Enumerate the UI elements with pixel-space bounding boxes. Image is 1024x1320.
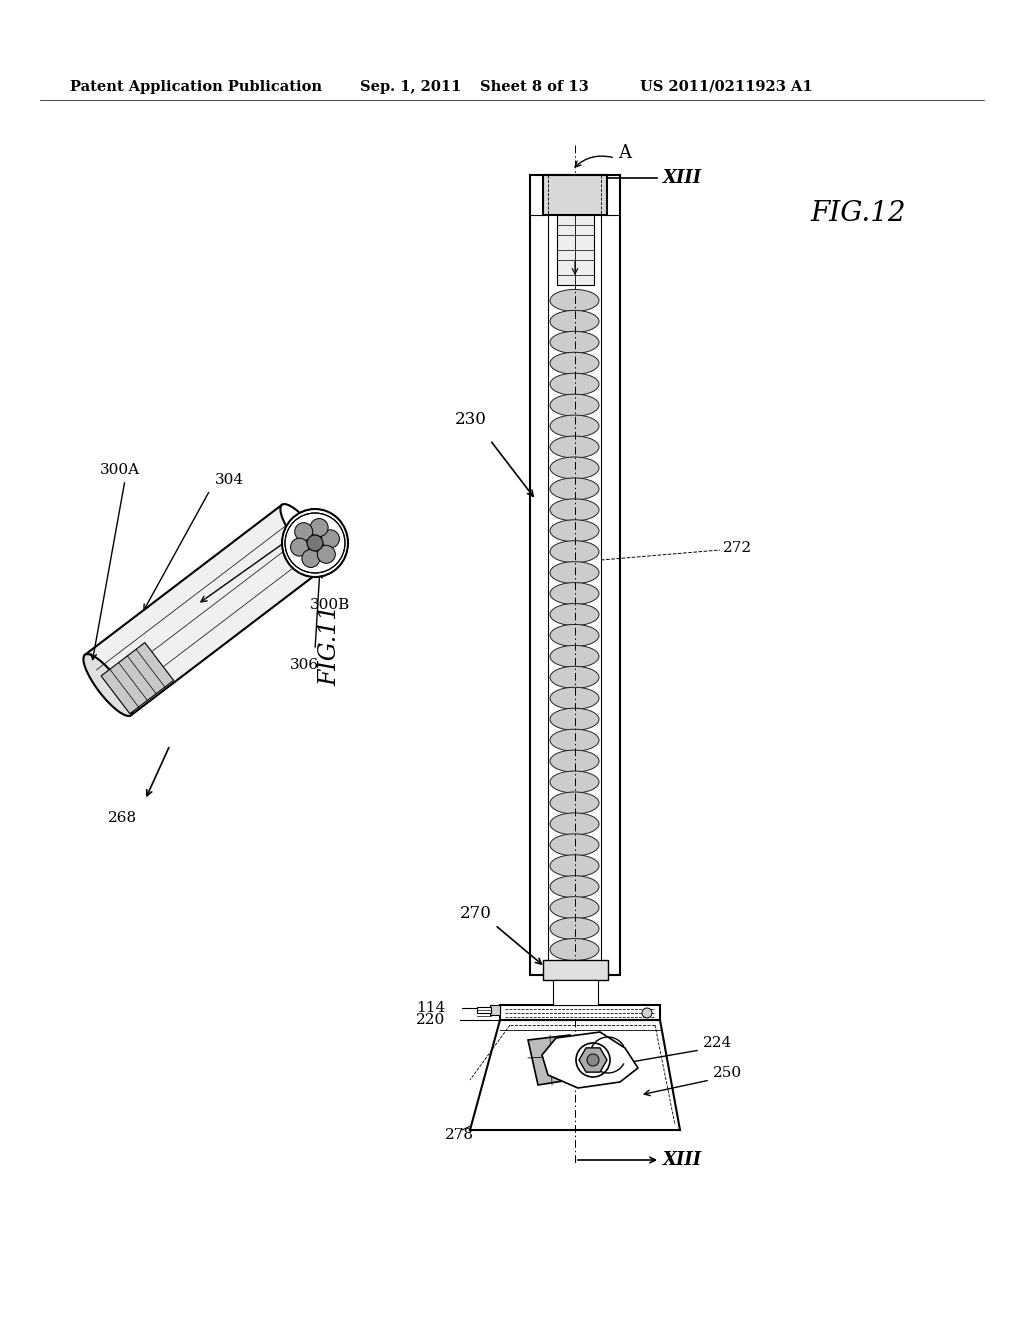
Polygon shape (470, 1020, 680, 1130)
Circle shape (322, 529, 339, 548)
Bar (477, 1007, 490, 1012)
Ellipse shape (550, 603, 599, 626)
Ellipse shape (550, 414, 599, 437)
Ellipse shape (550, 834, 599, 855)
Circle shape (291, 539, 308, 556)
Bar (530, 176, 620, 975)
Text: XIII: XIII (663, 1151, 702, 1170)
Ellipse shape (550, 562, 599, 583)
Ellipse shape (550, 499, 599, 521)
Ellipse shape (550, 939, 599, 961)
Circle shape (317, 545, 335, 564)
Ellipse shape (550, 875, 599, 898)
Text: Sep. 1, 2011: Sep. 1, 2011 (360, 81, 462, 94)
Text: 230: 230 (455, 412, 486, 429)
Text: US 2011/0211923 A1: US 2011/0211923 A1 (640, 81, 813, 94)
Ellipse shape (550, 855, 599, 876)
Ellipse shape (550, 667, 599, 688)
Ellipse shape (550, 395, 599, 416)
Ellipse shape (550, 374, 599, 395)
Bar (543, 176, 607, 215)
Ellipse shape (550, 582, 599, 605)
Text: XIII: XIII (663, 169, 702, 187)
Circle shape (587, 1053, 599, 1067)
Text: 268: 268 (108, 810, 137, 825)
Bar (543, 960, 608, 979)
Text: 114: 114 (416, 1001, 445, 1015)
Ellipse shape (550, 520, 599, 541)
Ellipse shape (550, 331, 599, 354)
Ellipse shape (550, 917, 599, 940)
Text: 224: 224 (703, 1036, 732, 1049)
Circle shape (285, 513, 345, 573)
Polygon shape (542, 1032, 638, 1088)
Text: 304: 304 (215, 473, 244, 487)
Ellipse shape (550, 709, 599, 730)
Bar (557, 215, 594, 285)
Text: Patent Application Publication: Patent Application Publication (70, 81, 322, 94)
Ellipse shape (550, 289, 599, 312)
Ellipse shape (550, 896, 599, 919)
Ellipse shape (550, 813, 599, 834)
Ellipse shape (550, 729, 599, 751)
Ellipse shape (550, 792, 599, 814)
Ellipse shape (550, 750, 599, 772)
Ellipse shape (550, 478, 599, 500)
Text: 278: 278 (445, 1129, 474, 1142)
Text: 270: 270 (460, 904, 492, 921)
Ellipse shape (550, 310, 599, 333)
Bar (500, 1005, 660, 1020)
Ellipse shape (550, 688, 599, 709)
Ellipse shape (550, 645, 599, 668)
Ellipse shape (550, 457, 599, 479)
Circle shape (307, 535, 323, 550)
Circle shape (295, 523, 312, 541)
Ellipse shape (550, 624, 599, 647)
Text: FIG.12: FIG.12 (810, 201, 905, 227)
Polygon shape (101, 643, 174, 714)
Ellipse shape (282, 510, 348, 577)
Text: FIG.11: FIG.11 (318, 605, 341, 685)
Ellipse shape (83, 653, 133, 715)
Bar (548, 176, 601, 975)
Bar (553, 979, 598, 1005)
Text: A: A (618, 144, 631, 162)
Bar (490, 1005, 500, 1015)
Circle shape (575, 1043, 610, 1077)
Text: 302: 302 (298, 517, 327, 532)
Text: Sheet 8 of 13: Sheet 8 of 13 (480, 81, 589, 94)
Text: 300A: 300A (100, 463, 140, 477)
Polygon shape (528, 1035, 582, 1085)
Text: 300B: 300B (310, 598, 350, 612)
Text: 272: 272 (723, 541, 752, 554)
Text: 306: 306 (290, 657, 319, 672)
Circle shape (642, 1008, 652, 1018)
Circle shape (310, 519, 328, 536)
Text: 250: 250 (713, 1067, 742, 1080)
Circle shape (302, 549, 319, 568)
Ellipse shape (550, 352, 599, 375)
Ellipse shape (550, 436, 599, 458)
Ellipse shape (550, 771, 599, 793)
Text: 220: 220 (416, 1012, 445, 1027)
Ellipse shape (281, 504, 330, 566)
Polygon shape (85, 504, 328, 715)
Ellipse shape (550, 541, 599, 562)
